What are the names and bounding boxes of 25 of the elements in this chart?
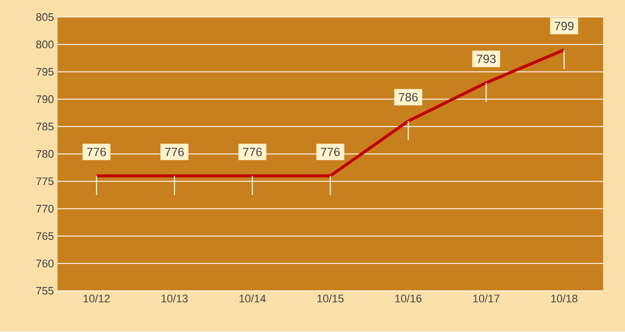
data-label: 786	[398, 93, 418, 102]
data-label: 799	[554, 22, 574, 30]
y-tick-label: 805	[36, 13, 54, 22]
y-tick-label: 780	[36, 150, 54, 158]
data-label: 776	[87, 148, 106, 156]
data-label: 776	[165, 148, 184, 156]
x-tick-label: 10/15	[317, 294, 344, 303]
x-tick-label: 10/14	[240, 294, 266, 303]
x-tick-label: 10/18	[551, 294, 578, 303]
y-tick-label: 800	[36, 40, 54, 49]
y-tick-label: 790	[36, 96, 54, 104]
x-tick-label: 10/17	[473, 294, 500, 303]
x-tick-label: 10/13	[162, 294, 188, 303]
data-label: 776	[320, 148, 340, 156]
y-tick-label: 795	[36, 68, 54, 76]
data-label: 776	[243, 148, 262, 156]
y-tick-label: 785	[36, 122, 54, 131]
data-label: 793	[476, 54, 496, 64]
x-tick-label: 10/16	[395, 294, 422, 303]
y-tick-label: 755	[36, 287, 54, 295]
y-tick-label: 770	[36, 205, 54, 213]
y-tick-label: 760	[36, 260, 54, 268]
x-tick-label: 10/12	[84, 294, 110, 303]
y-tick-label: 765	[36, 232, 54, 240]
y-tick-label: 775	[36, 178, 54, 186]
